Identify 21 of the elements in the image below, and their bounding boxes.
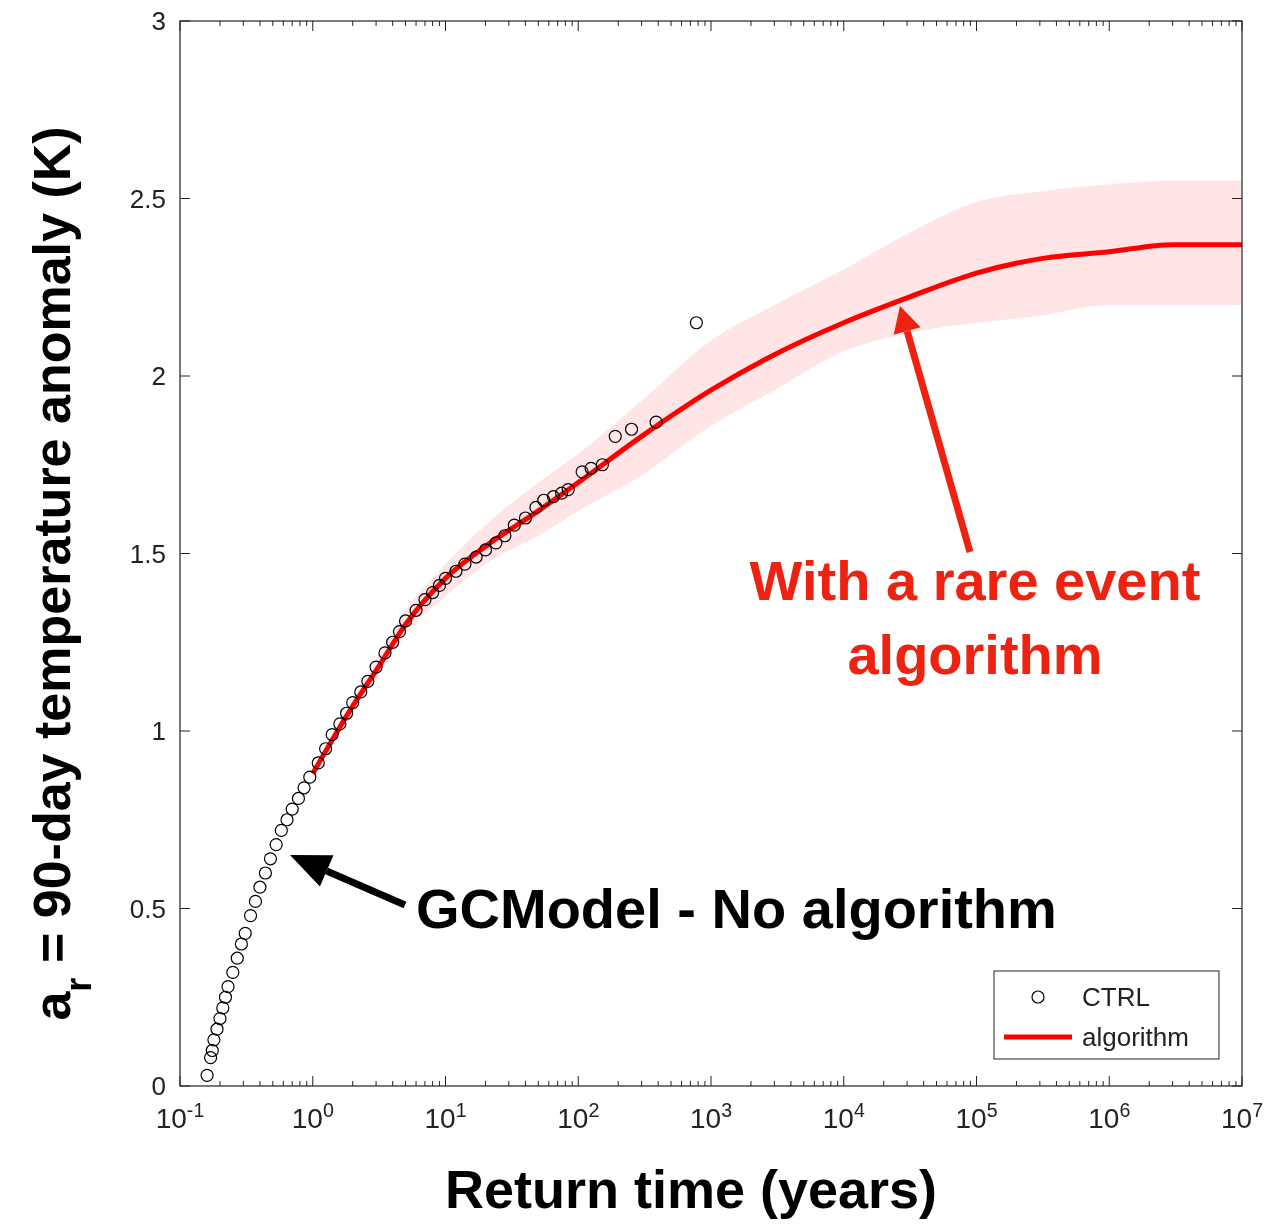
x-tick-label: 10$^{2}$ xyxy=(557,1099,600,1134)
x-tick-label: 10$^{7}$ xyxy=(1220,1099,1264,1134)
y-tick-label: 2 xyxy=(151,361,166,391)
y-tick-label: 0 xyxy=(151,1071,166,1101)
y-tick-label: 1 xyxy=(151,716,166,746)
legend-label: algorithm xyxy=(1082,1022,1189,1052)
annotation: GCModel - No algorithm xyxy=(416,877,1057,940)
annotation: With a rare event algorithm xyxy=(749,549,1201,686)
x-tick-label: 10$^{4}$ xyxy=(822,1099,865,1134)
x-tick-label: 10$^{5}$ xyxy=(955,1099,998,1134)
x-axis-title: Return time (years) xyxy=(444,1159,938,1219)
y-tick-label: 3 xyxy=(151,6,166,36)
x-tick-label: 10$^{-1}$ xyxy=(155,1099,205,1134)
x-tick-label: 10$^{6}$ xyxy=(1088,1099,1131,1134)
y-tick-label: 2.5 xyxy=(129,183,166,214)
legend-label: CTRL xyxy=(1082,982,1150,1012)
x-tick-label: 10$^{0}$ xyxy=(291,1099,334,1134)
x-tick-label: 10$^{3}$ xyxy=(689,1099,733,1134)
y-tick-label: 1.5 xyxy=(129,538,166,569)
y-tick-label: 0.5 xyxy=(129,893,166,924)
x-tick-label: 10$^{1}$ xyxy=(424,1099,467,1134)
